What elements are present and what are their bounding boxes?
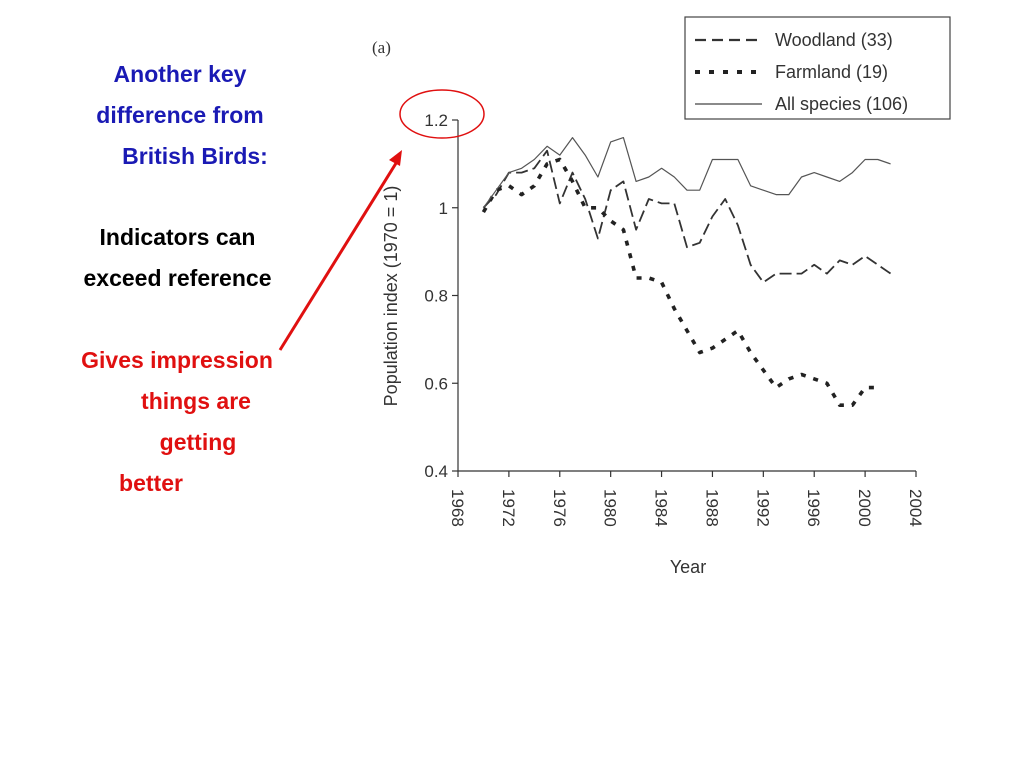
x-tick-label: 1996 [804,489,823,527]
impression-line: better [119,470,183,496]
x-tick-label: 1984 [652,489,671,527]
legend-box [684,16,951,120]
legend-label: Farmland (19) [775,62,888,82]
x-tick-label: 1980 [601,489,620,527]
heading-line: British Birds: [122,143,268,169]
legend-label: Woodland (33) [775,30,893,50]
y-tick-label: 0.4 [424,462,448,481]
x-tick-label: 2000 [855,489,874,527]
impression-line: getting [159,429,237,455]
x-tick-label: 2004 [906,489,925,527]
callout-arrow [278,150,402,351]
y-tick-label: 0.8 [424,287,448,306]
highlight-circle [399,89,485,139]
indicator-line: Indicators can [99,224,256,250]
panel-label: (a) [372,38,391,57]
y-tick-label: 0.6 [424,374,448,393]
chart-axes: 1968 1972 1976 1980 1984 1988 1992 1996 2000 2004… [424,111,925,527]
x-tick-label: 1992 [753,489,772,527]
impression-note: Gives impression things are getting bett… [52,340,302,504]
indicator-note: Indicators can exceed reference [50,217,305,299]
legend-label: All species (106) [775,94,908,114]
series-line-farmland [481,157,878,407]
x-tick-label: 1972 [499,489,518,527]
impression-line: things are [141,388,251,414]
heading-line: Another key [113,61,247,87]
y-tick-label: 1.2 [424,111,448,130]
chart-series [481,137,892,407]
indicator-line: exceed reference [83,265,272,291]
x-tick-label: 1968 [448,489,467,527]
series-line-woodland [482,149,892,284]
x-tick-label: 1976 [550,489,569,527]
y-tick-label: 1 [439,199,448,218]
x-tick-label: 1988 [702,489,721,527]
x-axis-label: Year [670,557,706,577]
series-line-all-species [482,137,891,209]
impression-line: Gives impression [81,347,273,373]
heading-line: difference from [96,102,264,128]
legend: Woodland (33) Farmland (19) All species … [684,16,951,120]
slide-heading: Another key difference from British Bird… [60,54,300,177]
y-axis-label: Population index (1970 = 1) [381,186,401,407]
